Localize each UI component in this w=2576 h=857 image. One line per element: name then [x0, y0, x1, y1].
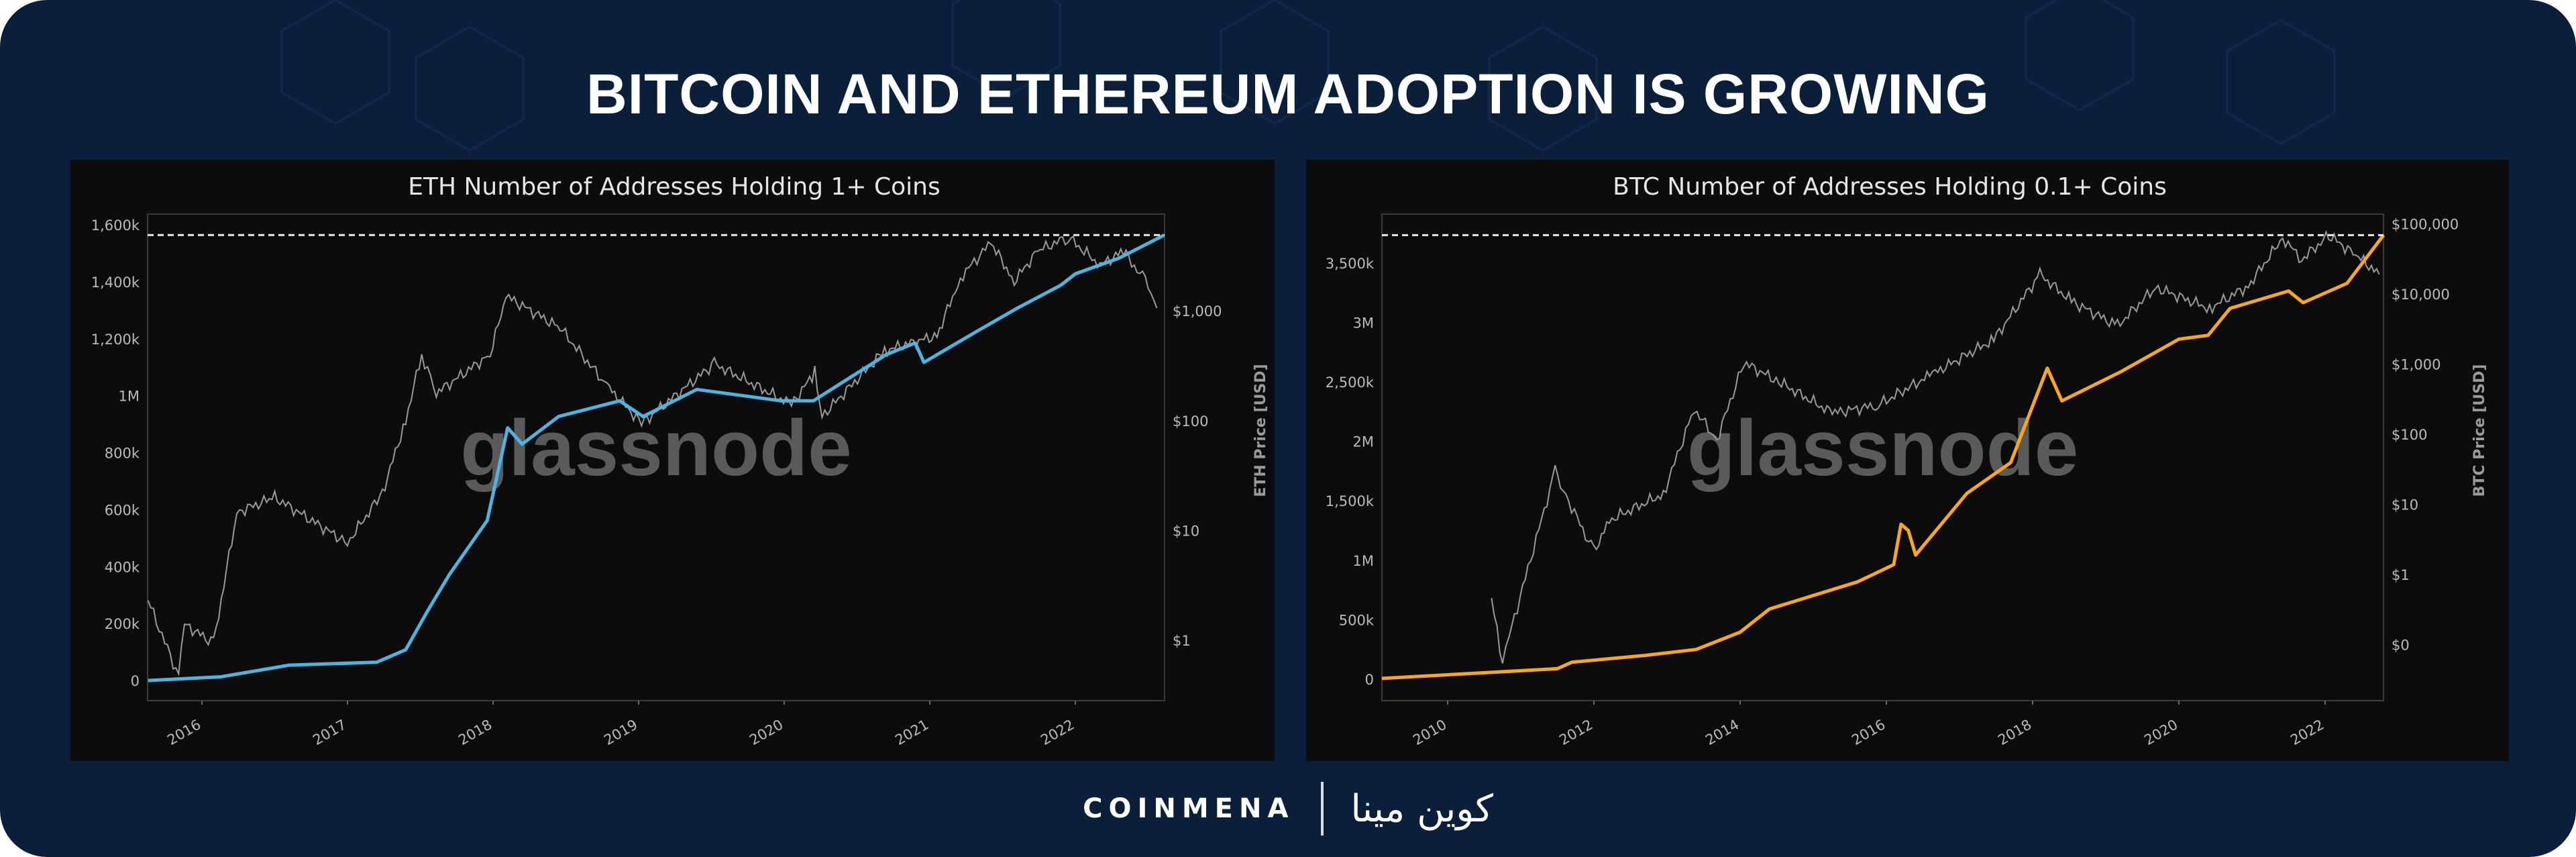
- y-tick-label-left: 1M: [119, 389, 140, 405]
- y-tick-label-right: $10: [1173, 523, 1199, 539]
- y-tick-label-left: 1,600k: [91, 217, 140, 234]
- y-tick-label-right: $100: [2392, 427, 2427, 443]
- x-tick-label: 2022: [1038, 717, 1077, 749]
- y-tick-label-right: $1: [2392, 567, 2410, 583]
- y-tick-label-left: 3M: [1353, 315, 1374, 331]
- y-tick-label-left: 1,400k: [91, 274, 140, 291]
- footer-brand: COINMENA كوين مينا: [0, 782, 2576, 836]
- y-tick-label-left: 2,500k: [1326, 374, 1375, 391]
- x-tick-label: 2021: [892, 717, 931, 749]
- x-tick-label: 2012: [1556, 717, 1595, 749]
- y-tick-label-right: $10: [2392, 497, 2418, 513]
- x-tick-label: 2022: [2288, 717, 2326, 749]
- x-tick-label: 2019: [601, 717, 640, 749]
- eth-addresses-line: [148, 234, 1165, 683]
- brand-name-arabic: كوين مينا: [1350, 787, 1493, 831]
- brand-name-english: COINMENA: [1083, 793, 1295, 824]
- eth-chart-title: ETH Number of Addresses Holding 1+ Coins: [408, 173, 940, 201]
- x-tick-label: 2020: [747, 717, 786, 749]
- eth-chart-svg: ETH Number of Addresses Holding 1+ Coins…: [91, 173, 1269, 749]
- x-tick-label: 2016: [164, 717, 203, 749]
- btc-addresses-chart: BTC Number of Addresses Holding 0.1+ Coi…: [1306, 160, 2509, 761]
- y-tick-label-left: 2M: [1353, 434, 1374, 450]
- x-tick-label: 2016: [1849, 717, 1888, 749]
- x-tick-label: 2020: [2141, 717, 2180, 749]
- x-tick-label: 2018: [1995, 717, 2034, 749]
- y-tick-label-left: 0: [1365, 672, 1374, 688]
- brand-divider: [1321, 782, 1324, 836]
- y-tick-label-left: 1M: [1353, 553, 1374, 569]
- btc-addresses-line: [1381, 234, 2385, 680]
- y-tick-label-right: $1,000: [1173, 303, 1222, 319]
- y-axis-label-right: ETH Price [USD]: [1252, 364, 1269, 497]
- y-tick-label-left: 3,500k: [1326, 256, 1375, 272]
- y-tick-label-left: 1,500k: [1326, 493, 1375, 509]
- x-tick-label: 2018: [455, 717, 494, 749]
- x-tick-label: 2014: [1703, 717, 1741, 749]
- y-tick-label-left: 0: [131, 673, 140, 689]
- glassnode-watermark: glassnode: [460, 404, 852, 493]
- x-tick-label: 2017: [310, 717, 349, 749]
- y-tick-label-left: 800k: [105, 446, 140, 462]
- y-tick-label-left: 1,200k: [91, 332, 140, 348]
- y-tick-label-left: 400k: [105, 559, 140, 575]
- y-tick-label-left: 600k: [105, 502, 140, 518]
- btc-chart-svg: BTC Number of Addresses Holding 0.1+ Coi…: [1326, 173, 2488, 749]
- btc-price-line: [1491, 230, 2380, 664]
- y-axis-label-right: BTC Price [USD]: [2471, 364, 2488, 497]
- y-tick-label-left: 500k: [1339, 612, 1375, 628]
- y-tick-label-right: $1,000: [2392, 357, 2440, 373]
- hexagon-background-pattern: [280, 0, 2336, 152]
- y-tick-label-left: 200k: [105, 616, 140, 632]
- x-tick-label: 2010: [1410, 717, 1449, 749]
- y-tick-label-right: $100: [1173, 413, 1208, 430]
- y-tick-label-right: $1: [1173, 633, 1191, 649]
- eth-plot-frame: [147, 213, 1165, 701]
- page-title: BITCOIN AND ETHEREUM ADOPTION IS GROWING: [586, 62, 1990, 125]
- y-tick-label-right: $100,000: [2392, 217, 2459, 233]
- glassnode-watermark: glassnode: [1687, 404, 2079, 493]
- y-tick-label-right: $0: [2392, 638, 2410, 654]
- eth-addresses-chart: ETH Number of Addresses Holding 1+ Coins…: [70, 160, 1275, 761]
- btc-plot-frame: [1381, 213, 2384, 701]
- y-tick-label-right: $10,000: [2392, 287, 2450, 303]
- btc-chart-title: BTC Number of Addresses Holding 0.1+ Coi…: [1613, 173, 2167, 201]
